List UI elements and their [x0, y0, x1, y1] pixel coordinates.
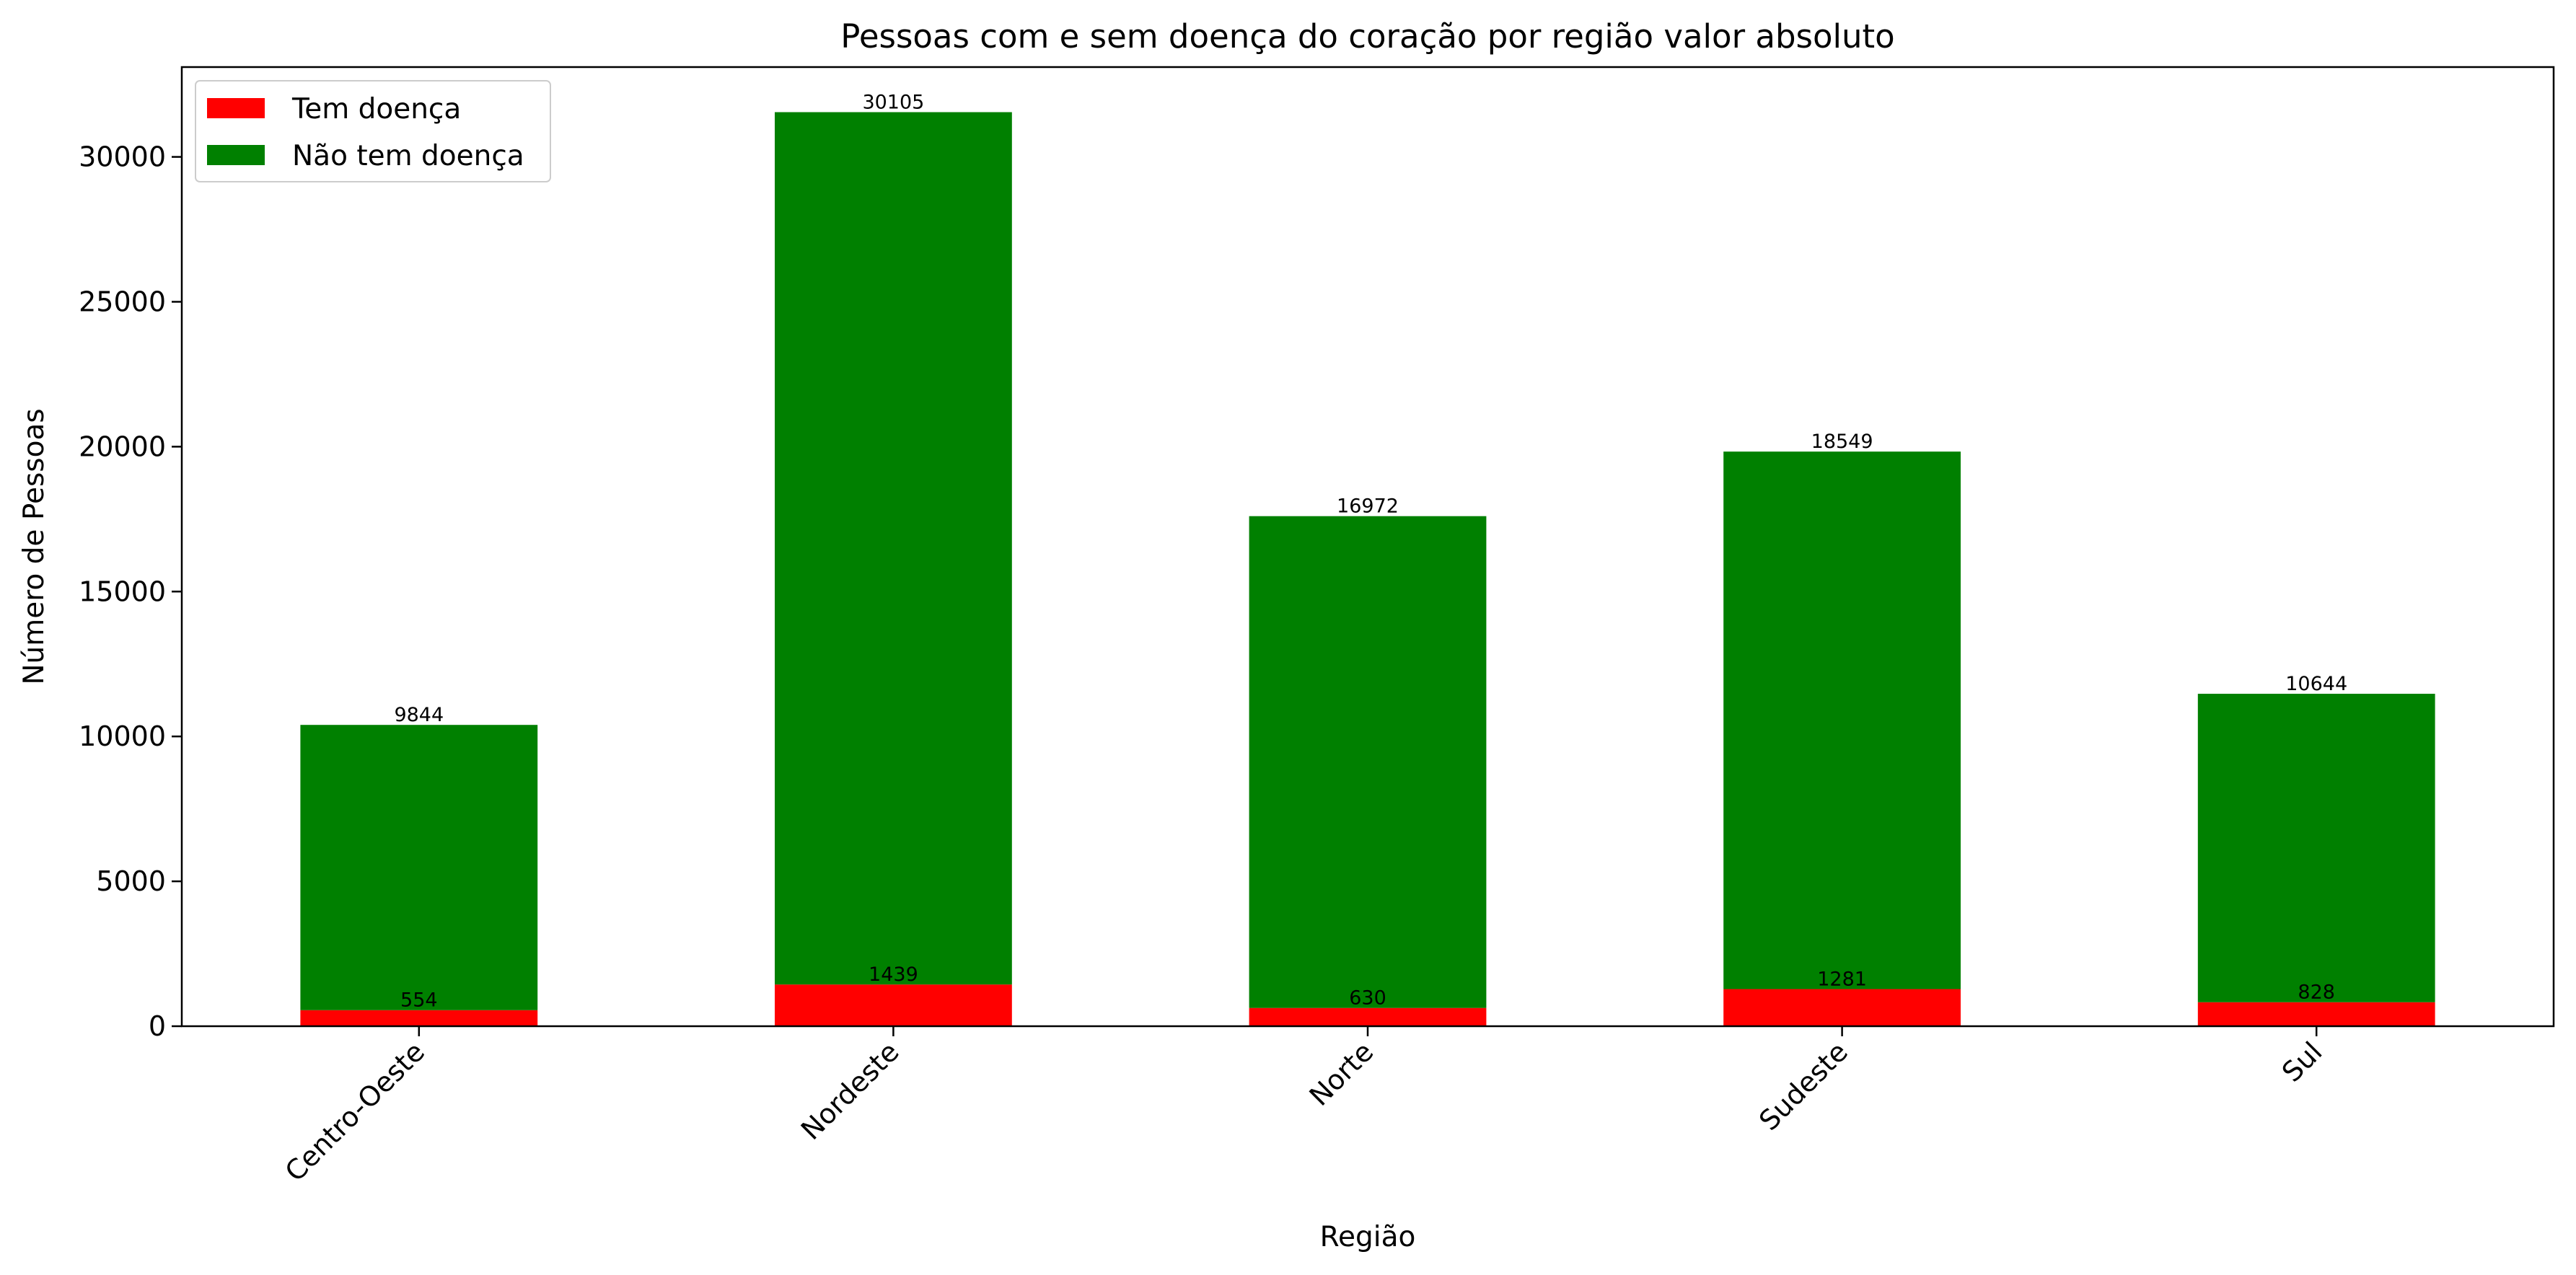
bar-tem-doenca-0 [300, 1010, 538, 1026]
chart-title: Pessoas com e sem doença do coração por … [840, 17, 1894, 56]
y-tick-label: 15000 [79, 575, 166, 607]
bar-nao-tem-doenca-3 [1723, 451, 1961, 989]
bar-value-label: 630 [1349, 987, 1386, 1010]
bar-value-label: 1281 [1817, 969, 1867, 991]
bar-nao-tem-doenca-2 [1249, 516, 1487, 1008]
bar-value-label: 16972 [1337, 495, 1399, 518]
bar-value-label: 10644 [2285, 673, 2347, 695]
legend-swatch [207, 145, 265, 165]
plot-frame [180, 66, 2555, 1028]
x-axis-label: Região [1320, 1221, 1416, 1253]
bar-value-labels: 554 1439 630 1281 828 9844 30105 16972 18549 1064… [394, 92, 2347, 1012]
bar-tem-doenca-4 [2197, 1002, 2435, 1026]
y-tick-label: 0 [149, 1010, 166, 1042]
legend: Tem doença Não tem doença [195, 80, 551, 182]
legend-label: Tem doença [291, 93, 461, 125]
bar-tem-doenca-1 [775, 984, 1012, 1026]
bar-value-label: 30105 [862, 92, 924, 114]
legend-swatch [207, 98, 265, 118]
x-tick-label: Centro-Oeste [279, 1036, 431, 1188]
x-tick-label: Nordeste [795, 1036, 905, 1146]
bars-group [300, 112, 2435, 1026]
legend-label: Não tem doença [292, 140, 524, 172]
y-axis-label: Número de Pessoas [18, 408, 50, 684]
y-tick-label: 10000 [79, 720, 166, 752]
bar-value-label: 9844 [394, 704, 444, 726]
y-tick-label: 30000 [79, 141, 166, 173]
x-tick-label: Norte [1304, 1036, 1380, 1112]
legend-box [195, 80, 551, 182]
y-axis-ticks: 0 5000 10000 15000 20000 25000 30000 [79, 141, 182, 1042]
bar-value-label: 1439 [869, 963, 918, 986]
x-tick-label: Sul [2276, 1036, 2329, 1088]
bar-nao-tem-doenca-1 [775, 112, 1012, 985]
x-axis-ticks: Centro-Oeste Nordeste Norte Sudeste Sul [279, 1026, 2329, 1188]
y-tick-label: 25000 [79, 286, 166, 317]
y-tick-label: 5000 [96, 865, 166, 897]
y-tick-label: 20000 [79, 431, 166, 462]
x-tick-label: Sudeste [1753, 1036, 1854, 1137]
bar-value-label: 554 [400, 989, 438, 1012]
bar-nao-tem-doenca-4 [2197, 694, 2435, 1002]
bar-value-label: 828 [2298, 981, 2335, 1004]
bar-tem-doenca-2 [1249, 1007, 1487, 1026]
bar-tem-doenca-3 [1723, 989, 1961, 1026]
bar-nao-tem-doenca-0 [300, 725, 538, 1010]
bar-value-label: 18549 [1811, 431, 1873, 453]
